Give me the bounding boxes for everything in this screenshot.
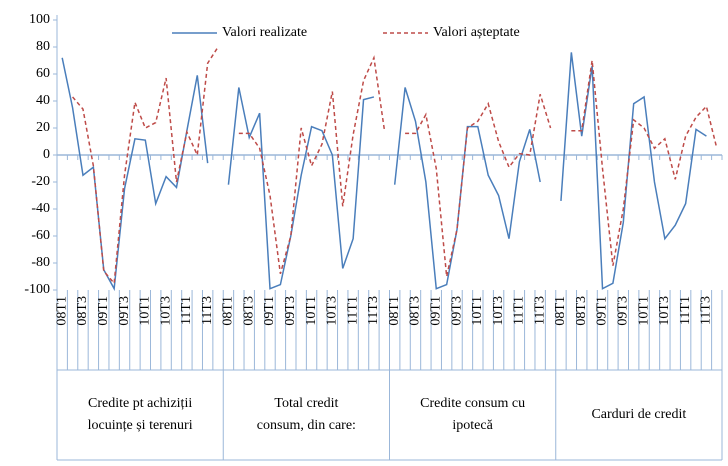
- group-label: Credite consum cu: [420, 396, 525, 411]
- x-tick-label: 10T3: [325, 296, 340, 326]
- x-tick-label: 09T3: [117, 296, 132, 326]
- x-tick-label: 10T3: [491, 296, 506, 326]
- x-tick-label: 10T1: [138, 296, 153, 326]
- y-tick-label: 100: [29, 12, 50, 27]
- series-line: [405, 94, 552, 277]
- x-tick-label: 09T1: [96, 296, 111, 326]
- x-tick-label: 08T1: [387, 296, 402, 326]
- y-tick-label: 20: [36, 120, 50, 135]
- series-line: [238, 55, 386, 274]
- x-tick-label: 10T3: [158, 296, 173, 326]
- series-line: [72, 46, 219, 286]
- y-tick-label: -80: [31, 255, 50, 270]
- x-tick-label: 09T1: [262, 296, 277, 326]
- group-label: consum, din care:: [257, 418, 356, 433]
- x-tick-label: 08T3: [75, 296, 90, 326]
- x-tick-label: 09T3: [616, 296, 631, 326]
- legend-box: [170, 22, 570, 44]
- x-tick-label: 10T1: [470, 296, 485, 326]
- x-tick-label: 11T1: [678, 296, 693, 325]
- series-line: [571, 60, 718, 266]
- y-tick-label: 0: [43, 147, 50, 162]
- x-tick-label: 09T3: [283, 296, 298, 326]
- group-label: locuințe și terenuri: [88, 418, 193, 433]
- x-tick-label: 09T1: [428, 296, 443, 326]
- series-line: [61, 57, 209, 292]
- x-tick-label: 11T3: [200, 296, 215, 325]
- legend-label: Valori realizate: [222, 25, 307, 40]
- x-tick-label: 08T3: [408, 296, 423, 326]
- x-tick-label: 10T3: [657, 296, 672, 326]
- x-tick-label: 11T3: [699, 296, 714, 325]
- x-tick-label: 10T1: [636, 296, 651, 326]
- x-tick-label: 11T3: [366, 296, 381, 325]
- x-tick-label: 09T1: [595, 296, 610, 326]
- group-label: ipotecă: [452, 418, 493, 433]
- y-tick-label: 40: [36, 93, 50, 108]
- y-tick-label: -100: [24, 282, 50, 297]
- x-tick-label: 11T1: [345, 296, 360, 325]
- group-label: Total credit: [274, 396, 338, 411]
- group-label: Carduri de credit: [591, 407, 686, 422]
- x-tick-label: 08T1: [221, 296, 236, 326]
- x-tick-label: 09T3: [449, 296, 464, 326]
- y-tick-label: 80: [36, 39, 50, 54]
- x-tick-label: 08T3: [574, 296, 589, 326]
- x-tick-label: 11T1: [179, 296, 194, 325]
- x-tick-label: 11T1: [512, 296, 527, 325]
- series-line: [393, 87, 541, 290]
- y-tick-label: -60: [31, 228, 50, 243]
- y-tick-label: 60: [36, 66, 50, 81]
- x-tick-label: 10T1: [304, 296, 319, 326]
- y-tick-label: -40: [31, 201, 50, 216]
- group-label: Credite pt achiziții: [88, 396, 192, 411]
- x-tick-label: 08T1: [54, 296, 69, 326]
- legend-label: Valori așteptate: [433, 25, 520, 40]
- x-tick-label: 11T3: [532, 296, 547, 325]
- x-tick-label: 08T1: [553, 296, 568, 326]
- series-line: [227, 87, 375, 290]
- y-tick-label: -20: [31, 174, 50, 189]
- series-line: [560, 52, 707, 290]
- x-tick-label: 08T3: [241, 296, 256, 326]
